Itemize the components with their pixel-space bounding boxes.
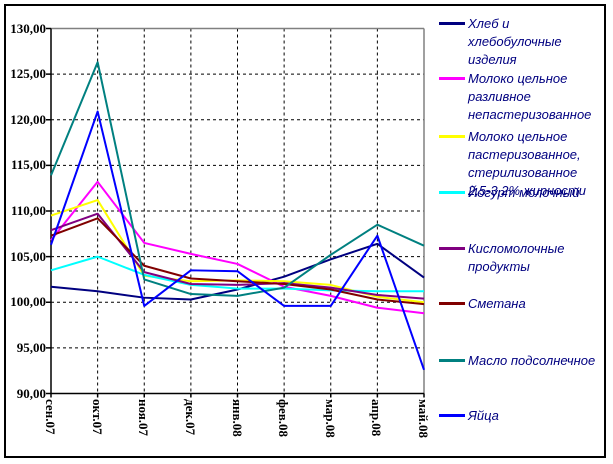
y-tick-label: 105,00: [10, 248, 46, 264]
series-line-6: [50, 61, 425, 297]
series-line-5: [50, 217, 425, 306]
x-tick-label: ноя.07: [136, 399, 152, 437]
y-tick-label: 130,00: [10, 20, 46, 36]
y-tick-label: 95,00: [16, 339, 46, 355]
series-line-3: [50, 255, 424, 293]
x-tick-label: сен.07: [43, 399, 58, 435]
y-tick-label: 90,00: [16, 385, 46, 401]
x-tick-label: дек.07: [182, 399, 198, 436]
x-tick-label: апр.08: [369, 399, 385, 437]
x-tick-label: окт.07: [89, 399, 105, 435]
series-line-1: [50, 180, 425, 315]
series-line-7: [50, 110, 425, 371]
x-tick-label: мар.08: [322, 399, 338, 438]
y-tick-label: 115,00: [10, 157, 46, 173]
y-tick-label: 100,00: [10, 294, 46, 310]
y-tick-label: 110,00: [10, 203, 46, 218]
y-tick-label: 120,00: [10, 111, 46, 127]
chart-outer-border: [4, 4, 606, 458]
y-tick-label: 125,00: [10, 66, 46, 82]
x-tick-label: фев.08: [276, 399, 292, 438]
x-tick-label: май.08: [416, 399, 431, 439]
x-tick-label: янв.08: [229, 399, 245, 437]
